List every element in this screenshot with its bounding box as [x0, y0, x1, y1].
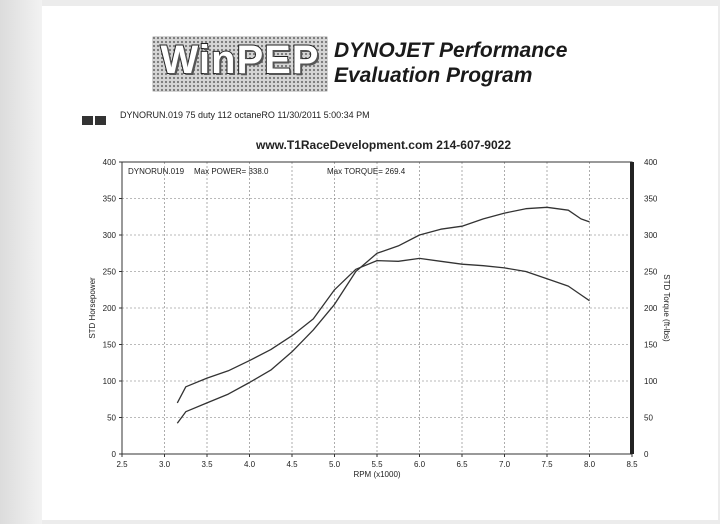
axis-ticks: 2.5 3.0 3.5 4.0 4.5 5.0 5.5 6.0 6.5 7.0 7.5 8.0 8.5 0… — [103, 158, 658, 469]
y-tick-label-left: 350 — [103, 195, 117, 204]
legend-swatch — [82, 116, 93, 125]
x-tick-label: 5.5 — [371, 460, 383, 469]
y-tick-label-left: 150 — [103, 341, 117, 350]
x-axis-label: RPM (x1000) — [353, 470, 400, 479]
x-tick-label: 7.5 — [541, 460, 553, 469]
y-axis-label-left: STD Horsepower — [88, 277, 97, 339]
y-tick-label-left: 200 — [103, 304, 117, 313]
logo-background — [152, 36, 328, 92]
chart-grid — [122, 162, 632, 454]
y-tick-label-right: 400 — [644, 158, 658, 167]
y-tick-label-left: 50 — [107, 414, 116, 423]
y-tick-label-right: 50 — [644, 414, 653, 423]
x-tick-label: 5.0 — [329, 460, 341, 469]
y-tick-label-right: 250 — [644, 268, 658, 277]
y-tick-label-right: 100 — [644, 377, 658, 386]
x-tick-label: 3.5 — [201, 460, 213, 469]
website-contact: www.T1RaceDevelopment.com 214-607-9022 — [256, 138, 512, 152]
x-tick-label: 7.0 — [499, 460, 511, 469]
x-tick-label: 3.0 — [159, 460, 171, 469]
y-tick-label-left: 100 — [103, 377, 117, 386]
x-tick-label: 4.0 — [244, 460, 256, 469]
run-info: DYNORUN.019 75 duty 112 octaneRO 11/30/2… — [120, 110, 370, 120]
y-tick-label-left: 0 — [112, 450, 117, 459]
legend-swatch — [95, 116, 106, 125]
y-tick-label-left: 400 — [103, 158, 117, 167]
scan-edge-shadow — [0, 0, 42, 524]
annotation-run: DYNORUN.019 — [128, 167, 185, 176]
y-tick-label-left: 250 — [103, 268, 117, 277]
y-tick-label-right: 0 — [644, 450, 649, 459]
x-tick-label: 4.5 — [286, 460, 298, 469]
annotation-max-power: Max POWER= 338.0 — [194, 167, 269, 176]
horsepower-curve — [176, 206, 590, 424]
chart-series — [176, 206, 590, 424]
torque-curve — [176, 257, 590, 404]
program-title: DYNOJET Performance Evaluation Program — [334, 38, 567, 88]
logo-text: WinPEP — [160, 37, 320, 83]
legend-swatches — [82, 112, 108, 130]
title-line-1: DYNOJET Performance — [334, 39, 568, 62]
winpep-logo: WinPEP — [152, 36, 328, 92]
x-tick-label: 6.0 — [414, 460, 426, 469]
y-axis-label-right: STD Torque (ft-lbs) — [662, 274, 671, 342]
y-tick-label-right: 150 — [644, 341, 658, 350]
y-tick-label-right: 200 — [644, 304, 658, 313]
y-tick-label-right: 350 — [644, 195, 658, 204]
y-tick-label-right: 300 — [644, 231, 658, 240]
y-tick-label-left: 300 — [103, 231, 117, 240]
x-tick-label: 2.5 — [116, 460, 128, 469]
title-line-2: Evaluation Program — [334, 64, 533, 87]
x-tick-label: 8.5 — [626, 460, 638, 469]
x-tick-label: 8.0 — [584, 460, 596, 469]
x-tick-label: 6.5 — [456, 460, 468, 469]
annotation-max-torque: Max TORQUE= 269.4 — [327, 167, 406, 176]
